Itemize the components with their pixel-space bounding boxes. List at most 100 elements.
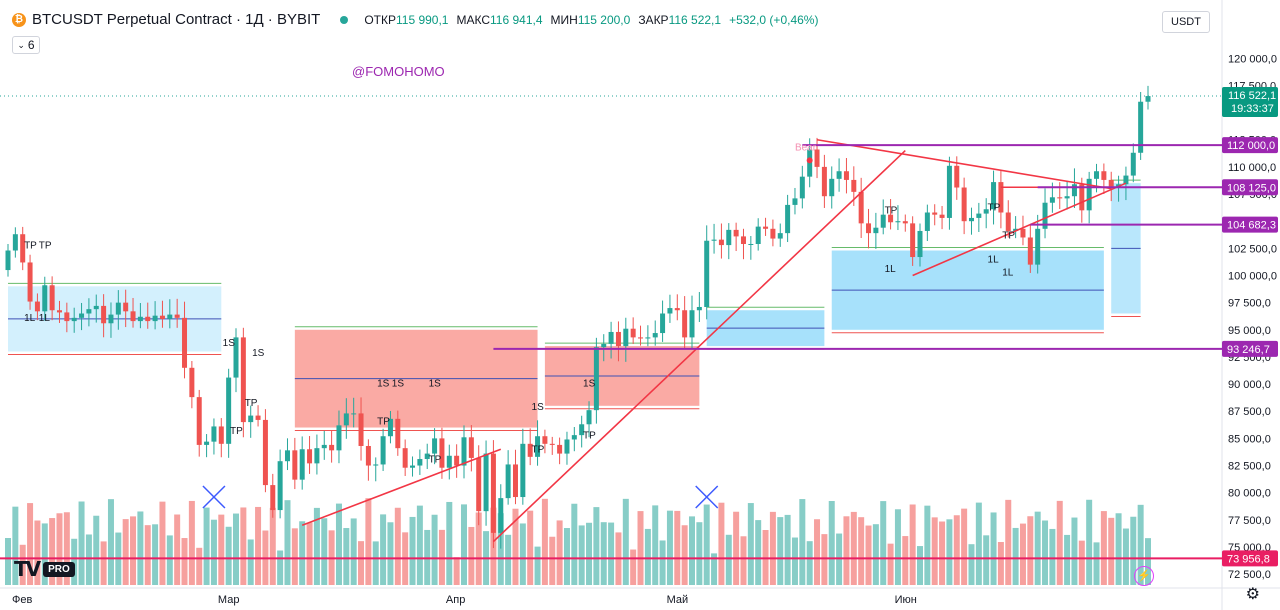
- candle-body: [336, 425, 342, 451]
- volume-bar: [571, 503, 578, 585]
- volume-bar: [181, 538, 188, 585]
- candle-body: [888, 214, 894, 223]
- open-label: ОТКР: [364, 12, 396, 27]
- trend-line: [816, 138, 1112, 190]
- candle-body: [733, 229, 739, 237]
- candle-body: [351, 413, 357, 415]
- candle-body: [1130, 152, 1136, 176]
- volume-bar: [806, 541, 813, 585]
- candle-body: [123, 302, 129, 312]
- candle-body: [704, 240, 710, 307]
- gear-icon[interactable]: ⚙: [1245, 586, 1260, 603]
- signal-label-1s: 1S: [392, 378, 405, 389]
- volume-bar: [791, 537, 798, 585]
- candle-body: [615, 331, 621, 347]
- bear-annotation: Bear: [795, 143, 817, 154]
- volume-bar: [49, 518, 56, 585]
- signal-label-1s: 1S: [583, 378, 596, 389]
- volume-bar: [674, 510, 681, 585]
- volume-bar: [939, 521, 946, 585]
- candle-body: [490, 453, 496, 533]
- volume-bar: [894, 509, 901, 585]
- volume-bar: [953, 515, 960, 585]
- volume-bar: [711, 553, 718, 585]
- y-tick-label: 95 000,0: [1228, 325, 1271, 337]
- candle-body: [851, 179, 857, 192]
- candle-body: [365, 445, 371, 466]
- volume-bar: [78, 501, 85, 585]
- market-status-icon: [340, 15, 349, 24]
- candle-body: [402, 448, 408, 468]
- signal-label-tp: TP: [39, 240, 52, 251]
- level-label: 73 956,8: [1227, 553, 1270, 565]
- volume-bar: [335, 503, 342, 585]
- cross-marker: [202, 485, 226, 509]
- candle-body: [49, 285, 55, 311]
- volume-bar: [505, 534, 512, 585]
- volume-bar: [188, 500, 195, 585]
- symbol-legend[interactable]: ₿ BTCUSDT Perpetual Contract · 1Д · BYBI…: [12, 11, 818, 28]
- candle-body: [946, 165, 952, 218]
- volume-bar: [1049, 528, 1056, 585]
- y-tick-label: 110 000,0: [1228, 162, 1276, 174]
- signal-label-tp: TP: [885, 206, 898, 217]
- volume-bar: [313, 507, 320, 585]
- low-value: 115 200,0: [577, 12, 631, 27]
- candle-body: [1020, 228, 1026, 238]
- candle-body: [130, 311, 136, 322]
- candle-body: [674, 308, 680, 311]
- currency-selector[interactable]: USDT: [1162, 11, 1210, 33]
- volume-bar: [468, 526, 475, 585]
- indicators-toggle[interactable]: ⌄ 6: [12, 36, 40, 54]
- candle-body: [866, 223, 872, 234]
- chevron-down-icon: ⌄: [17, 39, 25, 50]
- candle-body: [233, 337, 239, 378]
- candle-body: [137, 316, 143, 322]
- volume-bar: [549, 536, 556, 585]
- high-value: 116 941,4: [490, 12, 543, 27]
- candle-body: [270, 485, 276, 511]
- trend-line: [492, 150, 906, 543]
- volume-bar: [983, 535, 990, 585]
- candle-body: [1101, 171, 1107, 180]
- candle-body: [968, 217, 974, 222]
- last-price-value: 116 522,1: [1228, 90, 1276, 102]
- tradingview-logo[interactable]: TV PRO: [14, 557, 75, 581]
- candle-body: [564, 439, 570, 454]
- candle-body: [358, 413, 364, 446]
- volume-bar: [902, 536, 909, 585]
- candle-body: [836, 171, 842, 179]
- candle-body: [387, 418, 393, 437]
- candle-body: [792, 198, 798, 205]
- candle-body: [527, 443, 533, 457]
- level-label-bg: [1222, 216, 1278, 233]
- x-tick-label: Май: [667, 594, 689, 606]
- candle-body: [1138, 101, 1144, 153]
- volume-bar: [1027, 516, 1034, 585]
- y-tick-label: 100 000,0: [1228, 270, 1277, 282]
- volume-bar: [174, 514, 181, 585]
- candle-body: [1064, 196, 1070, 199]
- lightning-icon[interactable]: ⚡: [1134, 566, 1154, 586]
- candle-body: [667, 308, 673, 314]
- volume-bar: [365, 498, 372, 585]
- volume-bar: [828, 500, 835, 585]
- signal-label-1l: 1L: [24, 313, 36, 324]
- signal-label-1l: 1L: [39, 313, 51, 324]
- volume-bar: [1086, 499, 1093, 585]
- volume-bar: [1122, 528, 1129, 585]
- volume-bar: [924, 505, 931, 585]
- volume-bar: [659, 540, 666, 585]
- candle-body: [571, 435, 577, 440]
- candle-body: [20, 234, 26, 263]
- candle-body: [763, 226, 769, 229]
- candle-body: [152, 315, 158, 322]
- candle-body: [439, 438, 445, 468]
- candle-body: [277, 461, 283, 511]
- volume-bar: [93, 515, 100, 585]
- candle-body: [623, 328, 629, 347]
- candle-body: [998, 182, 1004, 213]
- last-price-badge: [1222, 87, 1278, 118]
- candle-body: [873, 227, 879, 234]
